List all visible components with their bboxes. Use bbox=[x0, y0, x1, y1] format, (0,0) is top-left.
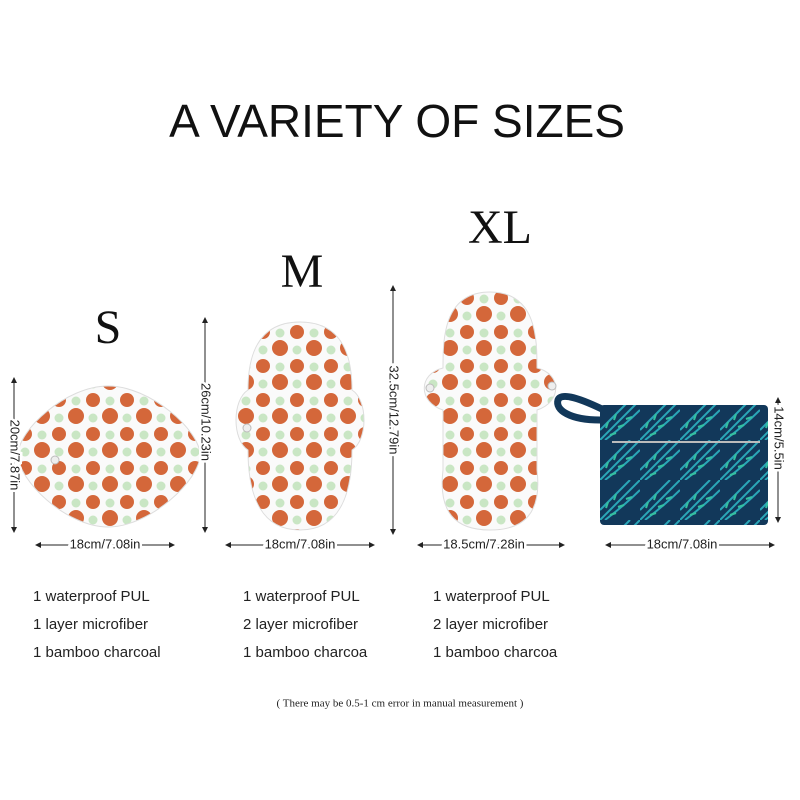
snap bbox=[547, 381, 557, 391]
feature: 2 layer microfiber bbox=[433, 616, 548, 633]
height-label: 14cm/5.5in bbox=[772, 406, 787, 470]
height-label: 26cm/10.23in bbox=[199, 383, 214, 461]
width-label: 18cm/7.08in bbox=[70, 536, 141, 551]
width-label: 18.5cm/7.28in bbox=[443, 536, 525, 551]
bag bbox=[600, 405, 768, 525]
feature: 1 waterproof PUL bbox=[243, 588, 360, 605]
size-label: M bbox=[281, 245, 324, 298]
height-label: 32.5cm/12.79in bbox=[387, 366, 402, 455]
feature: 1 bamboo charcoal bbox=[33, 644, 161, 661]
height-label: 20cm/7.87in bbox=[8, 420, 23, 491]
snap bbox=[242, 423, 252, 433]
width-label: 18cm/7.08in bbox=[647, 536, 718, 551]
feature: 1 waterproof PUL bbox=[33, 588, 150, 605]
width-label: 18cm/7.08in bbox=[265, 536, 336, 551]
pad-small bbox=[17, 385, 201, 528]
features: 1 waterproof PUL 1 layer microfiber 1 ba… bbox=[33, 588, 558, 661]
pad-medium bbox=[235, 321, 365, 531]
feature: 1 bamboo charcoa bbox=[433, 644, 558, 661]
footnote: ( There may be 0.5-1 cm error in manual … bbox=[277, 698, 524, 710]
feature: 1 waterproof PUL bbox=[433, 588, 550, 605]
snap bbox=[50, 455, 60, 465]
feature: 1 layer microfiber bbox=[33, 616, 148, 633]
feature: 1 bamboo charcoa bbox=[243, 644, 368, 661]
pad-xl bbox=[423, 291, 557, 531]
snap bbox=[425, 383, 435, 393]
size-label: S bbox=[95, 301, 122, 354]
feature: 2 layer microfiber bbox=[243, 616, 358, 633]
title: A VARIETY OF SIZES bbox=[169, 95, 625, 147]
size-label: XL bbox=[468, 201, 532, 254]
bag-handle bbox=[554, 393, 610, 424]
